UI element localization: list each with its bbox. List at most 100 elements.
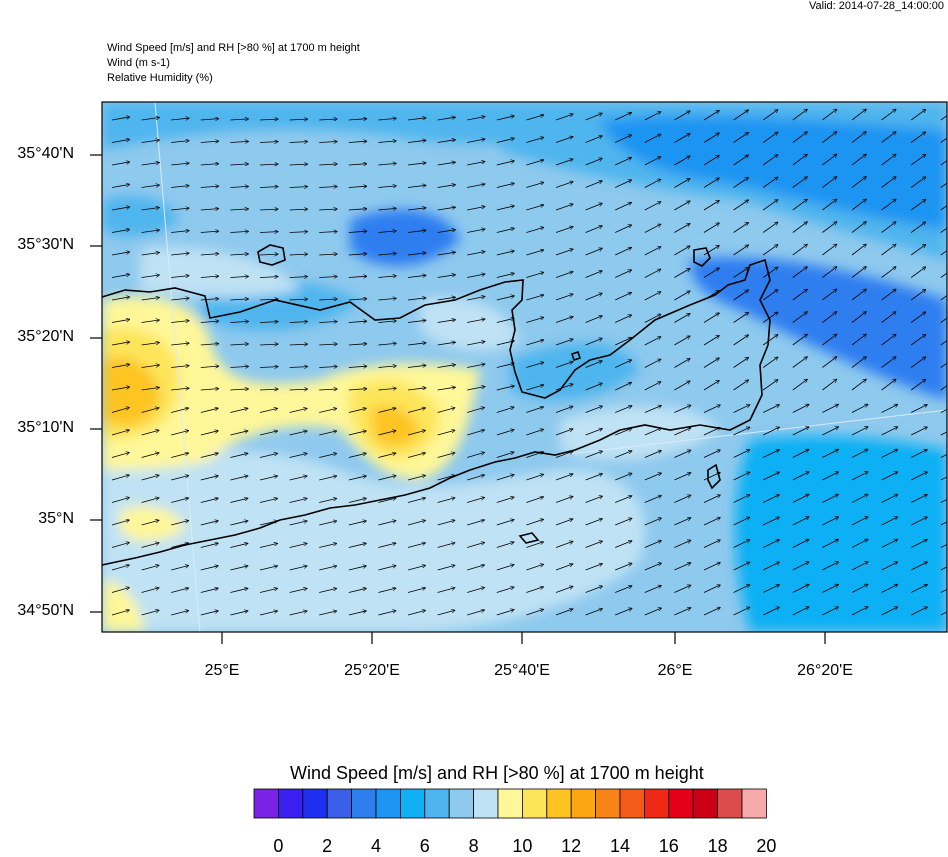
wind-arrow [467,207,485,211]
wind-arrow [881,132,896,143]
wind-arrow [230,209,248,210]
wind-arrow [881,427,898,436]
wind-arrow [378,388,396,390]
wind-arrow [911,562,927,571]
wind-arrow [259,322,278,323]
wind-arrow [111,430,129,436]
plot-subtitle-rh: Relative Humidity (%) [107,72,213,84]
wind-arrow [289,476,308,481]
wind-arrow [467,610,484,616]
wind-arrow [437,297,456,301]
wind-arrow [822,334,836,346]
wind-arrow [437,185,456,188]
wind-arrow [526,205,543,211]
wind-arrow [822,584,838,593]
lon-label-26-20: 26°20'E [797,662,853,679]
wind-arrow [467,364,485,368]
wind-arrow [348,119,367,120]
wind-arrow [496,138,515,143]
wind-arrow [259,389,278,390]
wind-arrow [289,566,308,571]
wind-arrow [674,381,690,391]
wind-arrow [289,209,308,210]
wind-arrow [319,566,337,571]
wind-arrow [881,244,896,256]
wind-arrow [378,408,396,413]
wind-arrow [615,338,631,346]
wind-arrow [615,203,631,211]
wind-arrow [289,164,308,165]
colorbar-swatch [522,788,548,819]
wind-arrow [526,362,543,368]
wind-arrow [111,387,130,391]
wind-arrow [792,244,808,256]
wind-arrow [585,361,603,368]
wind-arrow [171,343,189,345]
wind-arrow [733,358,749,368]
wind-arrow [496,475,514,481]
wind-arrow [378,498,396,503]
wind-arrow [703,495,720,503]
wind-arrow [792,379,808,391]
wind-arrow [763,405,779,413]
wind-arrow [615,360,631,368]
wind-arrow [703,472,720,481]
wind-arrow [555,137,573,143]
wind-arrow [911,427,927,436]
wind-arrow [111,520,129,526]
wind-arrow [467,565,484,571]
colorbar-swatch [644,788,670,819]
wind-arrow [407,565,425,571]
wind-arrow [881,562,898,571]
wind-arrow [171,366,189,368]
wind-arrow [200,254,219,255]
colorbar-swatch [692,788,719,819]
wind-arrow [111,252,130,256]
wind-arrow [467,342,485,346]
wind-arrow [644,586,662,593]
wind-arrow [437,230,456,233]
wind-arrow [822,289,836,301]
wind-arrow [940,611,947,616]
wind-arrow [644,112,661,121]
wind-arrow [259,408,278,413]
wind-arrow [881,334,896,346]
wind-arrow [703,540,720,548]
wind-arrow [674,201,690,211]
wind-arrow [555,451,573,458]
wind-arrow [319,588,337,593]
colorbar-tick-label: 18 [707,836,728,856]
wind-arrow [230,476,248,481]
wind-arrow [319,476,337,481]
wind-arrow [348,476,367,481]
wind-arrow [141,140,160,143]
wind-arrow [200,566,219,571]
wind-arrow [881,109,896,121]
wind-arrow [348,254,367,255]
wind-arrow [111,588,129,593]
wind-arrow [259,431,278,436]
wind-arrow [141,230,160,233]
wind-arrow [496,430,514,436]
wind-arrow [378,163,396,165]
wind-arrow [822,379,836,391]
wind-arrow [851,584,868,593]
wind-arrow [526,385,543,391]
wind-arrow [289,344,308,345]
wind-arrow [259,498,278,503]
wind-arrow [940,272,947,278]
wind-arrow [171,163,189,165]
valid-time: Valid: 2014-07-28_14:00:00 [809,0,944,12]
colorbar-swatch [351,788,377,819]
wind-arrow [822,154,836,166]
wind-arrow [910,109,926,121]
wind-arrow [407,253,426,256]
wind-arrow [585,203,603,211]
wind-arrow [289,299,308,300]
wind-arrow [526,317,543,323]
wind-arrow [141,208,160,211]
wind-arrow [259,254,278,255]
wind-arrow [851,289,866,301]
wind-arrow [259,367,278,368]
wind-arrow [555,429,573,436]
